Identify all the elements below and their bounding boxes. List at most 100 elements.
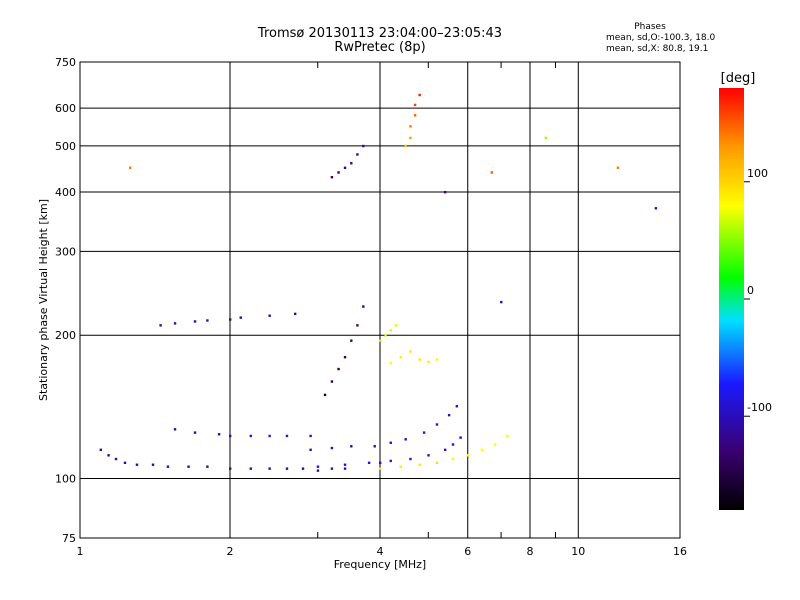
y-tick-label: 400	[55, 186, 76, 199]
data-point	[293, 312, 297, 316]
data-point	[362, 144, 365, 148]
data-point	[451, 443, 455, 446]
data-point	[309, 434, 312, 438]
data-point	[268, 314, 271, 317]
y-tick-label: 500	[55, 140, 76, 153]
data-point	[337, 367, 340, 371]
chart-subtitle: RwPretec (8p)	[334, 40, 426, 55]
data-point	[330, 380, 334, 383]
data-point	[129, 166, 132, 169]
data-point	[350, 339, 353, 342]
data-point	[206, 465, 209, 468]
data-point	[206, 319, 209, 322]
data-point	[379, 467, 382, 470]
colorbar-tick-label: 100	[747, 167, 768, 180]
colorbar-tick-label: 0	[747, 284, 754, 297]
phases-label: Phases	[634, 22, 666, 32]
data-point	[389, 441, 392, 444]
data-point	[493, 443, 497, 446]
data-point	[654, 207, 658, 210]
data-point	[404, 438, 407, 441]
y-tick-label: 300	[55, 245, 76, 258]
data-point	[249, 467, 253, 470]
data-point	[418, 358, 421, 361]
data-point	[409, 457, 412, 461]
data-point	[409, 350, 412, 353]
x-tick-label: 2	[227, 545, 234, 558]
chart-title: Tromsø 20130113 23:04:00–23:05:43	[257, 26, 503, 41]
data-point	[330, 446, 334, 450]
data-point	[399, 465, 403, 468]
data-point	[413, 103, 417, 107]
data-point	[409, 136, 412, 140]
y-tick-label: 200	[55, 329, 76, 342]
data-point	[330, 467, 334, 470]
x-axis-ticks: 1 2 4 6 8 10 16	[77, 62, 687, 558]
phase-o-stats: mean, sd,O:-100.3, 18.0	[606, 33, 716, 43]
data-point	[367, 461, 371, 465]
colorbar	[719, 88, 744, 510]
data-point	[394, 324, 398, 327]
x-tick-label: 8	[527, 545, 534, 558]
data-point	[330, 175, 334, 179]
data-point	[356, 324, 359, 327]
data-point	[490, 171, 494, 174]
data-point	[193, 320, 197, 323]
data-point	[466, 454, 470, 457]
data-point	[217, 433, 221, 436]
y-tick-label: 750	[55, 56, 76, 69]
x-tick-label: 10	[571, 545, 585, 558]
data-point	[173, 322, 177, 325]
data-point	[135, 463, 139, 466]
data-point	[422, 431, 426, 434]
data-point	[343, 463, 347, 466]
data-point	[343, 166, 347, 169]
y-tick-label: 100	[55, 473, 76, 486]
x-tick-label: 6	[464, 545, 471, 558]
data-point	[316, 469, 320, 472]
data-point	[229, 318, 232, 321]
data-point	[443, 190, 447, 194]
data-point	[418, 93, 421, 97]
data-point	[107, 454, 110, 457]
data-point	[229, 434, 232, 438]
data-point	[506, 434, 509, 438]
data-point	[99, 448, 103, 452]
data-point	[379, 339, 382, 342]
data-point	[123, 461, 127, 465]
data-points	[99, 93, 658, 472]
data-point	[389, 361, 392, 365]
data-point	[151, 463, 155, 466]
data-point	[323, 393, 327, 397]
data-point	[616, 166, 620, 169]
data-point	[451, 457, 455, 461]
data-point	[166, 465, 170, 468]
data-point	[114, 457, 118, 461]
data-point	[480, 448, 484, 452]
data-point	[316, 465, 320, 468]
data-point	[427, 454, 430, 457]
data-point	[447, 413, 451, 417]
data-point	[362, 305, 365, 308]
data-point	[301, 467, 305, 470]
data-point	[337, 171, 340, 174]
plot-frame	[79, 61, 681, 539]
data-point	[384, 334, 387, 337]
data-point	[268, 467, 271, 470]
data-point	[418, 463, 421, 466]
data-point	[343, 467, 347, 470]
data-point	[544, 136, 548, 140]
data-point	[373, 445, 376, 448]
data-point	[500, 300, 503, 304]
data-point	[389, 459, 392, 463]
colorbar-title: [deg]	[721, 71, 756, 86]
data-point	[435, 358, 439, 361]
y-tick-label: 600	[55, 102, 76, 115]
data-point	[159, 324, 162, 327]
y-axis-label: Stationary phase Virtual Height [km]	[37, 199, 50, 401]
data-point	[229, 467, 232, 470]
data-point	[350, 162, 353, 165]
data-point	[379, 461, 382, 465]
data-point	[404, 144, 407, 148]
data-point	[343, 356, 347, 359]
